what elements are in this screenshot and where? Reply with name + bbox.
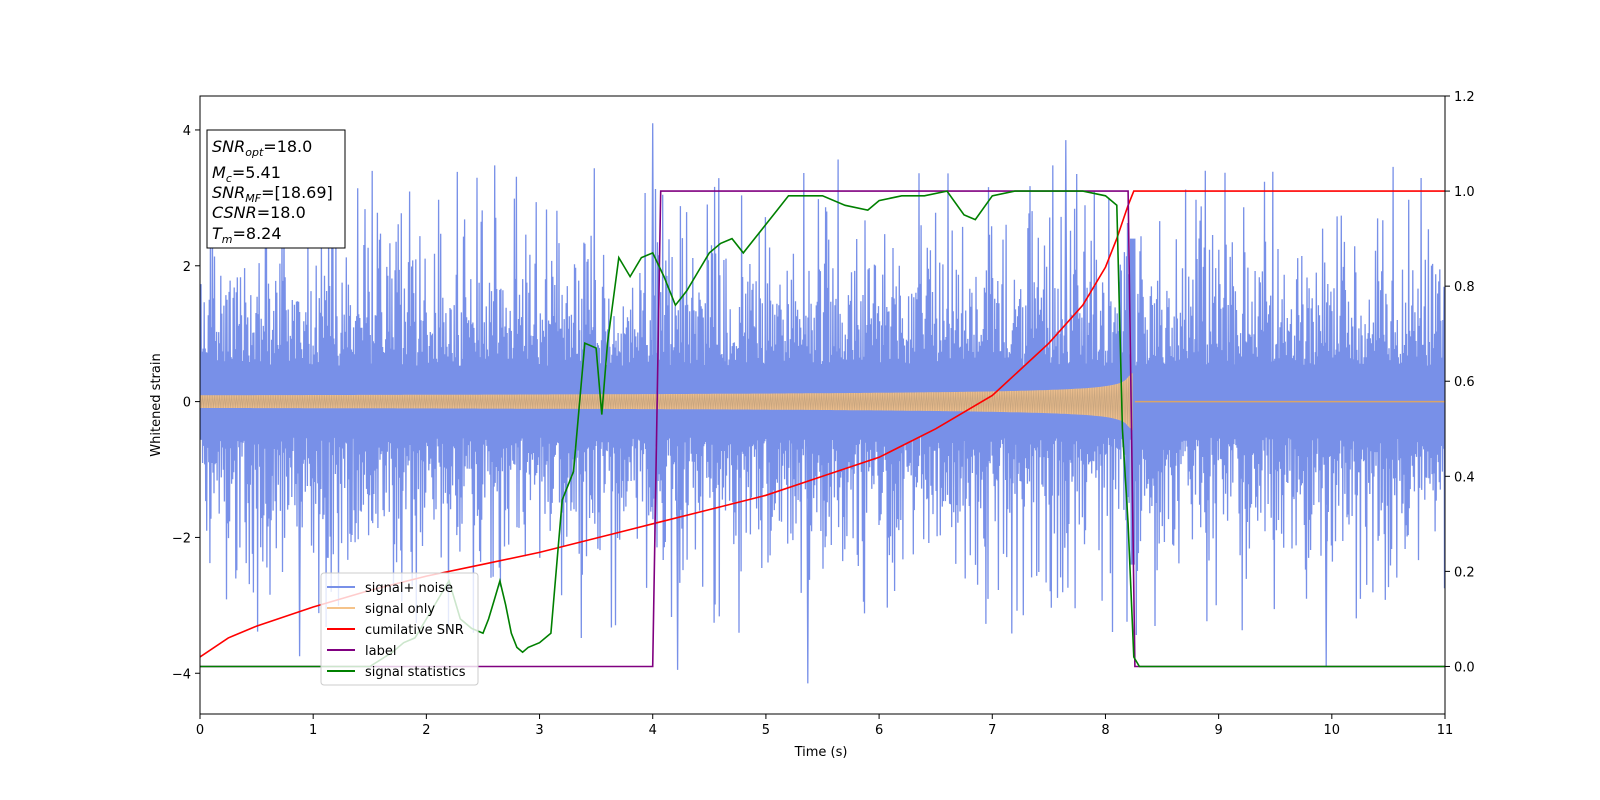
- legend-entry-label: signal statistics: [365, 665, 466, 680]
- x-tick-label: 4: [649, 723, 657, 738]
- annotation-csnr: CSNR=18.0: [212, 203, 306, 222]
- x-tick-label: 7: [988, 723, 996, 738]
- x-tick-label: 10: [1324, 723, 1341, 738]
- x-tick-label: 1: [309, 723, 317, 738]
- plot-frame: [199, 95, 1446, 715]
- x-tick-label: 0: [196, 723, 204, 738]
- annotation-snr-mf: SNRMF=[18.69]: [212, 183, 333, 205]
- y-left-tick-label: −2: [172, 531, 191, 546]
- x-tick-label: 2: [422, 723, 430, 738]
- legend-entry-label: cumilative SNR: [365, 623, 464, 638]
- x-tick-label: 8: [1101, 723, 1109, 738]
- x-axis-ticks: 0 1 2 3 4 5 6 7 8 9 10 11: [196, 714, 1453, 738]
- y-right-tick-label: 0.0: [1454, 660, 1475, 675]
- y-axis-left-label: Whitened strain: [149, 353, 164, 456]
- y-left-tick-label: 0: [183, 396, 191, 411]
- annotation-tm: Tm=8.24: [212, 224, 282, 246]
- x-tick-label: 9: [1214, 723, 1222, 738]
- annotation-snr-opt: SNRopt=18.0: [212, 137, 312, 159]
- series-layer: [200, 123, 1445, 684]
- annotation-box: SNRopt=18.0 Mc=5.41 SNRMF=[18.69] CSNR=1…: [206, 129, 346, 249]
- y-left-tick-label: 2: [183, 260, 191, 275]
- y-left-tick-label: 4: [183, 124, 191, 139]
- legend-entry-label: signal+ noise: [365, 581, 453, 596]
- legend-frame: [320, 572, 479, 686]
- y-right-tick-label: 0.6: [1454, 375, 1475, 390]
- x-tick-label: 6: [875, 723, 883, 738]
- x-tick-label: 11: [1437, 723, 1454, 738]
- x-tick-label: 5: [762, 723, 770, 738]
- y-right-tick-label: 0.4: [1454, 470, 1475, 485]
- x-axis-label: Time (s): [794, 745, 848, 760]
- y-right-tick-label: 1.0: [1454, 185, 1475, 200]
- annotation-mc: Mc=5.41: [212, 163, 281, 185]
- legend: signal+ noise signal only cumilative SNR la…: [320, 572, 479, 686]
- legend-entry-label: label: [365, 644, 396, 659]
- series-signal-statistics: [200, 190, 1445, 668]
- series-signal-only: [200, 373, 1133, 431]
- y-right-tick-label: 0.2: [1454, 565, 1475, 580]
- x-tick-label: 3: [535, 723, 543, 738]
- y-left-tick-label: −4: [172, 667, 191, 682]
- series-signal-only-oscillation: [200, 372, 1133, 431]
- y-right-tick-label: 1.2: [1454, 90, 1475, 105]
- y-right-tick-label: 0.8: [1454, 280, 1475, 295]
- y-axis-right-ticks: 0.0 0.2 0.4 0.6 0.8 1.0 1.2: [1445, 90, 1475, 675]
- y-axis-left-ticks: −4 −2 0 2 4: [172, 124, 200, 682]
- legend-entry-label: signal only: [365, 602, 435, 617]
